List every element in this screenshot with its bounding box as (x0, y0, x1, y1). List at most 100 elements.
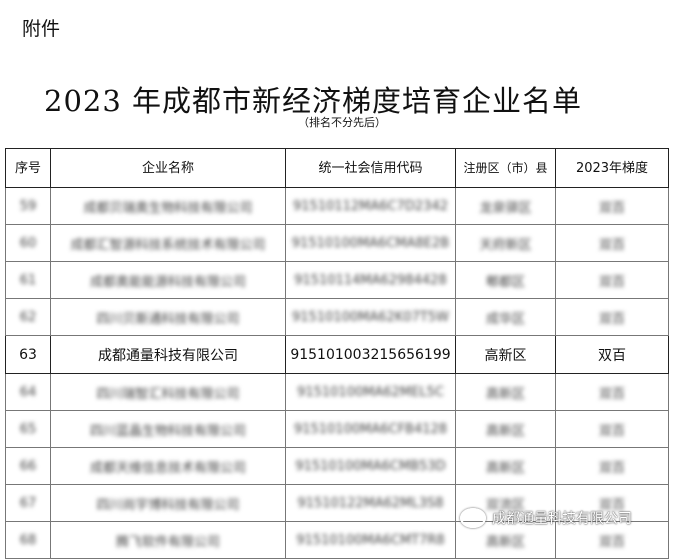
cell-district-text: 龙泉驿区 (479, 200, 532, 216)
header-name: 企业名称 (50, 148, 286, 188)
cell-tier: 双百 (555, 187, 669, 225)
cell-code: 91510100MA6CMT7R8 (285, 521, 456, 559)
table-row: 65 四川蓝晶生物科技有限公司 91510100MA6CFB4128 高新区 双百 (5, 410, 669, 448)
cell-code-text: 91510112MA6C7D2342 (293, 198, 448, 214)
cell-code: 91510100MA62K07T5W (285, 298, 456, 336)
cell-code: 91510112MA6C7D2342 (285, 187, 456, 225)
header-code: 统一社会信用代码 (285, 148, 456, 188)
cell-district-text: 高新区 (485, 534, 525, 550)
cell-code: 91510122MA62ML3S8 (285, 484, 456, 522)
cell-district-text: 高新区 (485, 386, 525, 402)
cell-code-text: 91510100MA6CFB4128 (293, 421, 448, 437)
cell-no: 68 (5, 521, 51, 559)
cell-name: 成都天维信息技术有限公司 (50, 447, 286, 485)
cell-district-text: 成华区 (485, 311, 525, 327)
document-subtitle: （排名不分先后） (298, 116, 386, 129)
cell-tier-text: 双百 (598, 311, 625, 327)
cell-district: 郫都区 (455, 261, 556, 299)
cell-no: 61 (5, 261, 51, 299)
wechat-icon (460, 508, 486, 528)
cell-tier-text: 双百 (598, 386, 625, 402)
cell-no-text: 61 (19, 272, 37, 288)
cell-no-text: 68 (19, 532, 37, 548)
table-row: 63 成都通量科技有限公司 915101003215656199 高新区 双百 (5, 335, 669, 374)
cell-name: 四川贝斯通科技有限公司 (50, 298, 286, 336)
cell-tier-text: 双百 (598, 534, 625, 550)
cell-code-text: 91510114MA62984428 (294, 272, 447, 288)
cell-name: 成都奥能能源科技有限公司 (50, 261, 286, 299)
cell-name: 腾飞软件有限公司 (50, 521, 286, 559)
cell-name-text: 腾飞软件有限公司 (115, 534, 220, 550)
table-row: 62 四川贝斯通科技有限公司 91510100MA62K07T5W 成华区 双百 (5, 298, 669, 336)
table-row: 59 成都贝瑞奥生物科技有限公司 91510112MA6C7D2342 龙泉驿区 双百 (5, 187, 669, 225)
cell-code: 915101003215656199 (285, 335, 456, 374)
cell-tier-text: 双百 (598, 237, 625, 253)
cell-no: 59 (5, 187, 51, 225)
cell-name-text: 成都贝瑞奥生物科技有限公司 (83, 200, 253, 216)
cell-name-text: 成都天维信息技术有限公司 (89, 460, 246, 476)
cell-code-text: 91510122MA62ML3S8 (297, 495, 444, 511)
cell-district: 龙泉驿区 (455, 187, 556, 225)
cell-code-text: 91510100MA6CMT7R8 (296, 532, 445, 548)
cell-tier-text: 双百 (598, 200, 625, 216)
cell-name: 四川尚宇博科技有限公司 (50, 484, 286, 522)
cell-no: 67 (5, 484, 51, 522)
cell-district: 高新区 (455, 410, 556, 448)
header-district: 注册区（市）县 (455, 148, 556, 188)
cell-code-text: 91510100MA62K07T5W (292, 309, 449, 325)
cell-name: 成都汇智源科技系统技术有限公司 (50, 224, 286, 262)
cell-no-text: 67 (19, 495, 37, 511)
cell-tier: 双百 (555, 335, 669, 374)
cell-name-text: 四川瑞智汇科技有限公司 (96, 386, 240, 402)
cell-tier: 双百 (555, 410, 669, 448)
cell-no-text: 62 (19, 309, 37, 325)
cell-code: 91510114MA62984428 (285, 261, 456, 299)
cell-code-text: 915101003215656199 (290, 346, 451, 363)
cell-name: 四川瑞智汇科技有限公司 (50, 373, 286, 411)
cell-no: 65 (5, 410, 51, 448)
cell-no: 63 (5, 335, 51, 374)
cell-name-text: 四川贝斯通科技有限公司 (96, 311, 240, 327)
cell-name: 成都贝瑞奥生物科技有限公司 (50, 187, 286, 225)
cell-code-text: 91510100MA6CMA8E2B (291, 235, 450, 251)
cell-code: 91510100MA6CFB4128 (285, 410, 456, 448)
cell-code-text: 91510100MA6CMB53D (295, 458, 446, 474)
cell-no-text: 63 (19, 346, 37, 363)
cell-tier: 双百 (555, 261, 669, 299)
cell-no: 64 (5, 373, 51, 411)
cell-no-text: 64 (19, 384, 37, 400)
cell-district: 天府新区 (455, 224, 556, 262)
cell-code: 91510100MA6CMB53D (285, 447, 456, 485)
cell-no-text: 59 (19, 198, 37, 214)
cell-district-text: 双流区 (485, 497, 525, 513)
cell-code-text: 91510100MA62MEL5C (297, 384, 444, 400)
cell-tier-text: 双百 (598, 347, 626, 364)
table-row: 66 成都天维信息技术有限公司 91510100MA6CMB53D 高新区 双百 (5, 447, 669, 485)
cell-tier-text: 双百 (598, 497, 625, 513)
table-header-row: 序号 企业名称 统一社会信用代码 注册区（市）县 2023年梯度 (5, 148, 669, 188)
cell-district-text: 高新区 (484, 347, 527, 364)
cell-district: 高新区 (455, 447, 556, 485)
cell-tier: 双百 (555, 484, 669, 522)
cell-name-text: 成都汇智源科技系统技术有限公司 (70, 237, 266, 253)
cell-name-text: 四川蓝晶生物科技有限公司 (89, 423, 246, 439)
watermark-text: 成都通量科技有限公司 (492, 511, 632, 527)
table-row: 67 四川尚宇博科技有限公司 91510122MA62ML3S8 双流区 双百 (5, 484, 669, 522)
cell-no-text: 65 (19, 421, 37, 437)
cell-district-text: 郫都区 (485, 274, 525, 290)
cell-no: 62 (5, 298, 51, 336)
cell-name: 四川蓝晶生物科技有限公司 (50, 410, 286, 448)
document-title: 2023 年成都市新经济梯度培育企业名单 (44, 84, 583, 118)
cell-no: 60 (5, 224, 51, 262)
cell-no-text: 66 (19, 458, 37, 474)
table-row: 60 成都汇智源科技系统技术有限公司 91510100MA6CMA8E2B 天府新区 双… (5, 224, 669, 262)
cell-name-text: 成都奥能能源科技有限公司 (89, 274, 246, 290)
header-tier: 2023年梯度 (555, 148, 669, 188)
cell-tier-text: 双百 (598, 423, 625, 439)
cell-code: 91510100MA6CMA8E2B (285, 224, 456, 262)
cell-no-text: 60 (19, 235, 37, 251)
cell-district-text: 天府新区 (479, 237, 532, 253)
table-row: 64 四川瑞智汇科技有限公司 91510100MA62MEL5C 高新区 双百 (5, 373, 669, 411)
cell-tier: 双百 (555, 298, 669, 336)
cell-tier: 双百 (555, 373, 669, 411)
